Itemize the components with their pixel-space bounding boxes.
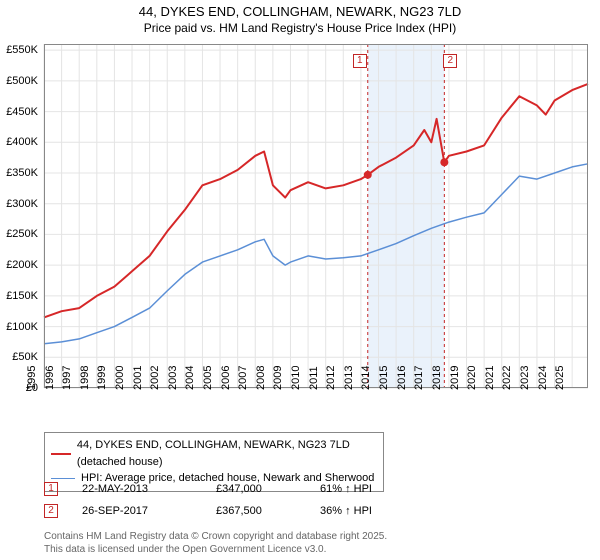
x-tick-label: 2014 <box>360 366 372 390</box>
x-tick-label: 2002 <box>149 366 161 390</box>
x-tick-label: 2012 <box>325 366 337 390</box>
sale-date-2: 26-SEP-2017 <box>82 505 192 517</box>
sale-hpi-1: 61% ↑ HPI <box>320 483 410 495</box>
y-tick-label: £200K <box>6 259 38 271</box>
x-tick-label: 2017 <box>413 366 425 390</box>
chart-title-line2: Price paid vs. HM Land Registry's House … <box>0 21 600 35</box>
sale-marker-2-label: 2 <box>48 506 54 516</box>
x-tick-label: 2000 <box>114 366 126 390</box>
footer-line1: Contains HM Land Registry data © Crown c… <box>44 531 387 544</box>
y-tick-label: £50K <box>12 351 38 363</box>
x-tick-label: 1996 <box>44 366 56 390</box>
chart-title-line1: 44, DYKES END, COLLINGHAM, NEWARK, NG23 … <box>0 0 600 21</box>
sale-price-2: £367,500 <box>216 505 296 517</box>
x-tick-label: 2006 <box>220 366 232 390</box>
legend-row-property: 44, DYKES END, COLLINGHAM, NEWARK, NG23 … <box>51 437 377 470</box>
plot-sale-marker-2: 2 <box>443 54 457 68</box>
x-tick-label: 2018 <box>431 366 443 390</box>
chart-svg <box>44 44 588 388</box>
x-tick-label: 1999 <box>96 366 108 390</box>
sale-marker-2: 2 <box>44 504 58 518</box>
x-tick-label: 2021 <box>484 366 496 390</box>
sale-hpi-2: 36% ↑ HPI <box>320 505 410 517</box>
sale-marker-1: 1 <box>44 482 58 496</box>
x-tick-label: 2005 <box>202 366 214 390</box>
x-axis-labels: 1995199619971998199920002001200220032004… <box>44 390 588 430</box>
x-tick-label: 2008 <box>255 366 267 390</box>
x-tick-label: 2019 <box>449 366 461 390</box>
sales-row-2: 2 26-SEP-2017 £367,500 36% ↑ HPI <box>44 500 410 522</box>
y-axis-labels: £0£50K£100K£150K£200K£250K£300K£350K£400… <box>0 44 40 388</box>
chart-container: 44, DYKES END, COLLINGHAM, NEWARK, NG23 … <box>0 0 600 560</box>
x-tick-label: 2015 <box>378 366 390 390</box>
y-tick-label: £450K <box>6 106 38 118</box>
x-tick-label: 2001 <box>132 366 144 390</box>
x-tick-label: 2003 <box>167 366 179 390</box>
sales-row-1: 1 22-MAY-2013 £347,000 61% ↑ HPI <box>44 478 410 500</box>
chart-plot-area: 12 <box>44 44 588 388</box>
x-tick-label: 1995 <box>26 366 38 390</box>
footer: Contains HM Land Registry data © Crown c… <box>44 531 387 556</box>
sale-marker-1-label: 1 <box>48 484 54 494</box>
x-tick-label: 2013 <box>343 366 355 390</box>
y-tick-label: £500K <box>6 75 38 87</box>
x-tick-label: 2023 <box>519 366 531 390</box>
x-tick-label: 2010 <box>290 366 302 390</box>
y-tick-label: £250K <box>6 228 38 240</box>
x-tick-label: 1997 <box>61 366 73 390</box>
x-tick-label: 2011 <box>308 366 320 390</box>
sale-date-1: 22-MAY-2013 <box>82 483 192 495</box>
x-tick-label: 2025 <box>554 366 566 390</box>
footer-line2: This data is licensed under the Open Gov… <box>44 544 387 557</box>
y-tick-label: £100K <box>6 321 38 333</box>
x-tick-label: 2016 <box>396 366 408 390</box>
y-tick-label: £150K <box>6 290 38 302</box>
sales-table: 1 22-MAY-2013 £347,000 61% ↑ HPI 2 26-SE… <box>44 478 410 522</box>
sale-price-1: £347,000 <box>216 483 296 495</box>
x-tick-label: 1998 <box>79 366 91 390</box>
legend-swatch-property <box>51 453 71 455</box>
x-tick-label: 2020 <box>466 366 478 390</box>
x-tick-label: 2022 <box>501 366 513 390</box>
y-tick-label: £350K <box>6 167 38 179</box>
y-tick-label: £300K <box>6 198 38 210</box>
legend-label-property: 44, DYKES END, COLLINGHAM, NEWARK, NG23 … <box>77 437 377 470</box>
y-tick-label: £550K <box>6 44 38 56</box>
plot-sale-marker-1: 1 <box>353 54 367 68</box>
x-tick-label: 2007 <box>237 366 249 390</box>
x-tick-label: 2004 <box>184 366 196 390</box>
x-tick-label: 2009 <box>272 366 284 390</box>
x-tick-label: 2024 <box>537 366 549 390</box>
y-tick-label: £400K <box>6 136 38 148</box>
